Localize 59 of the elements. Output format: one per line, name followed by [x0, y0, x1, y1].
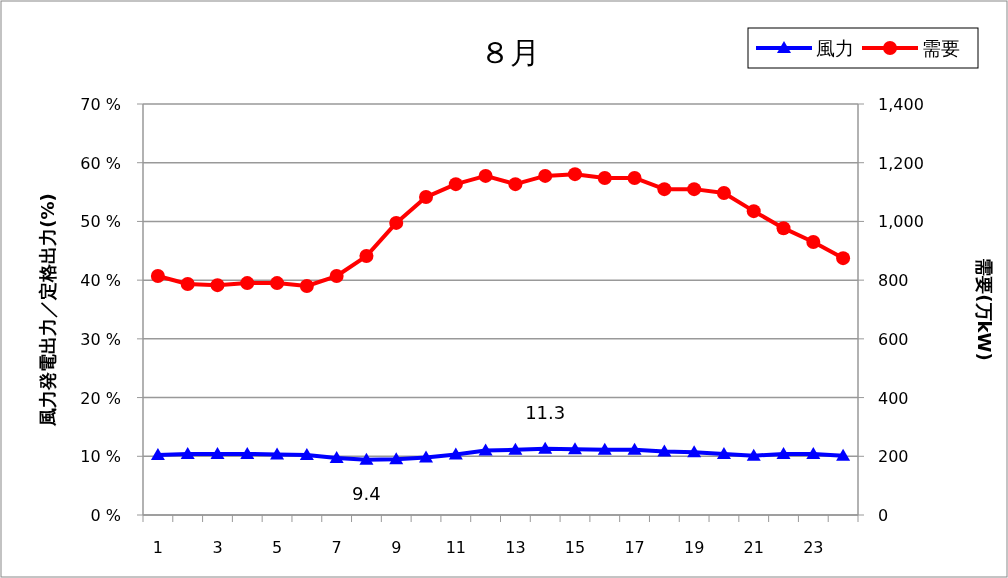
annotation: 9.4: [352, 482, 381, 504]
x-tick-label: 13: [505, 538, 526, 557]
chart-title: ８月: [480, 35, 540, 70]
x-tick-label: 1: [152, 538, 163, 557]
point: [567, 167, 582, 182]
x-tick-label: 3: [212, 538, 223, 557]
point: [240, 276, 255, 291]
point: [687, 182, 702, 197]
y2-tick-label: 0: [878, 506, 889, 525]
x-tick-label: 19: [683, 538, 705, 557]
point: [329, 269, 344, 284]
y-tick-label: 30 %: [80, 329, 121, 349]
x-tick-label: 15: [564, 538, 586, 557]
y-axis-title: 風力発電出力／定格出力(%): [37, 193, 58, 427]
x-tick-label: 5: [271, 538, 283, 557]
legend-label: 需要: [922, 37, 960, 59]
point: [836, 251, 851, 266]
point: [716, 185, 731, 200]
point: [478, 168, 493, 183]
y-tick-label: 20 %: [80, 388, 121, 408]
y-tick-label: 60 %: [80, 153, 121, 173]
y-tick-label: 70 %: [80, 95, 121, 114]
point: [359, 249, 374, 264]
y-tick-label: 50 %: [80, 212, 121, 232]
x-tick-label: 23: [803, 538, 824, 557]
point: [180, 276, 195, 291]
point: [597, 170, 612, 185]
point: [806, 234, 821, 249]
x-tick-label: 17: [624, 538, 645, 557]
point: [538, 168, 553, 183]
y-tick-label: 40 %: [80, 271, 121, 291]
point: [508, 177, 523, 192]
y2-tick-label: 600: [878, 329, 909, 349]
y2-tick-label: 400: [878, 388, 909, 408]
annotation: 11.3: [525, 401, 566, 423]
point: [270, 276, 285, 291]
point: [299, 279, 314, 294]
point: [419, 190, 434, 205]
y2-tick-label: 1,400: [878, 95, 924, 114]
point: [657, 182, 672, 197]
y2-tick-label: 1,000: [878, 212, 924, 232]
y2-axis-title: 需要(万kW): [974, 258, 995, 361]
point: [627, 170, 642, 185]
x-tick-label: 21: [743, 538, 764, 557]
point: [448, 177, 463, 192]
point: [210, 278, 225, 293]
point: [389, 215, 404, 230]
y-tick-label: 0 %: [90, 506, 121, 525]
y2-tick-label: 800: [878, 271, 909, 291]
point: [150, 269, 165, 284]
legend-label: 風力: [816, 37, 854, 59]
x-tick-label: 9: [391, 538, 402, 557]
y-tick-label: 10 %: [80, 447, 121, 467]
y2-tick-label: 1,200: [878, 153, 924, 173]
point: [746, 204, 761, 219]
y2-tick-label: 200: [878, 447, 909, 467]
x-tick-label: 11: [445, 538, 466, 557]
x-tick-label: 7: [331, 538, 342, 557]
point: [776, 221, 791, 236]
